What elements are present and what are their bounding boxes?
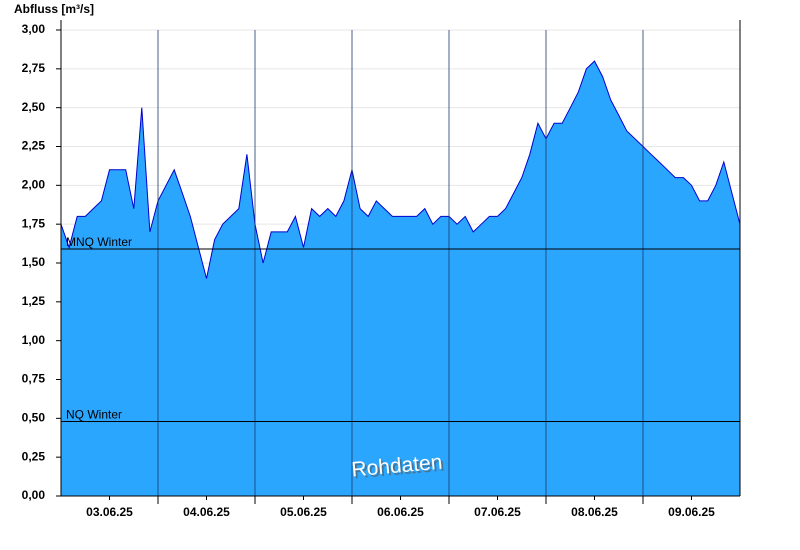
y-axis-title: Abfluss [m³/s] [14,2,94,16]
x-tick-label: 03.06.25 [86,505,133,519]
y-tick-label: 0,00 [22,488,46,502]
y-tick-label: 2,75 [22,61,46,75]
y-tick-label: 1,25 [22,294,46,308]
y-tick-label: 0,75 [22,372,46,386]
y-tick-label: 0,25 [22,449,46,463]
x-tick-label: 07.06.25 [474,505,521,519]
y-tick-label: 1,50 [22,255,46,269]
line [60,60,741,279]
y-tick-label: 3,00 [22,22,46,36]
x-tick-label: 08.06.25 [571,505,618,519]
x-tick-label: 09.06.25 [668,505,715,519]
y-tick-label: 0,50 [22,411,46,425]
x-tick-label: 05.06.25 [280,505,327,519]
y-tick-label: 2,50 [22,100,46,114]
x-tick-label: 04.06.25 [183,505,230,519]
y-tick-label: 2,25 [22,139,46,153]
y-tick-label: 1,75 [22,216,46,230]
y-tick-label: 2,00 [22,178,46,192]
area [61,61,740,496]
y-tick-label: 1,00 [22,333,46,347]
reference-label: MNQ Winter [66,235,132,249]
reference-label: NQ Winter [66,408,122,422]
x-tick-label: 06.06.25 [377,505,424,519]
